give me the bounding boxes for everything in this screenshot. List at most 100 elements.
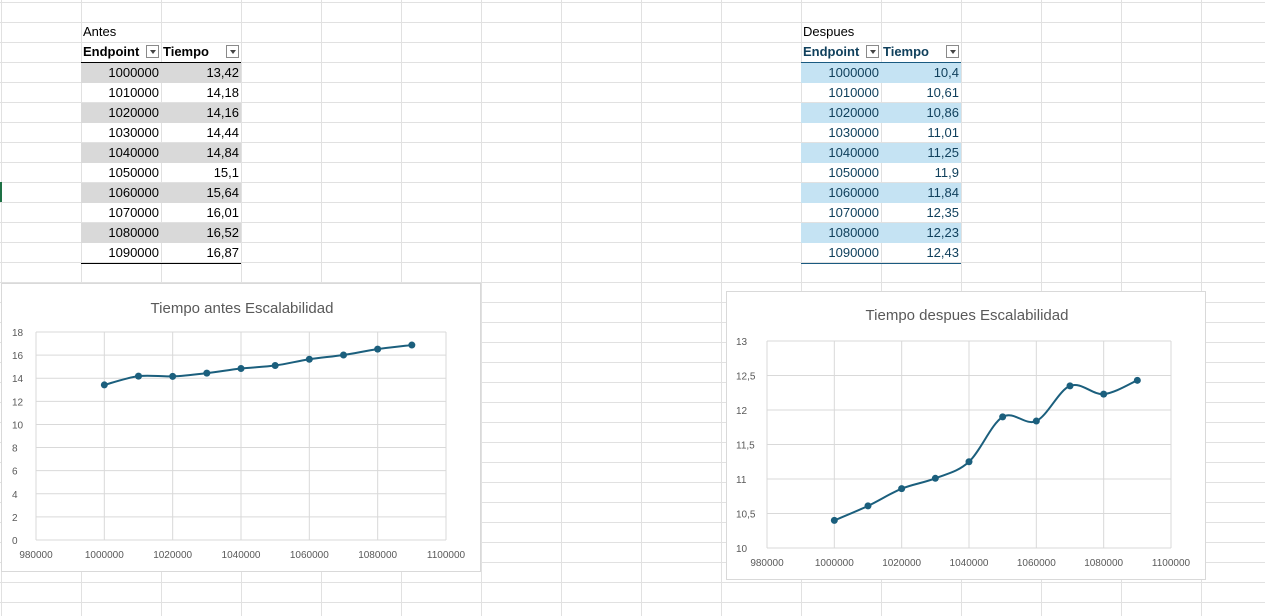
table-row[interactable]: 1070000 16,01: [81, 203, 241, 223]
cell-endpoint[interactable]: 1040000: [81, 143, 161, 163]
header-endpoint[interactable]: Endpoint: [81, 42, 161, 63]
table-row[interactable]: 1010000 10,61: [801, 83, 961, 103]
data-point[interactable]: [898, 485, 906, 493]
cell-endpoint[interactable]: 1020000: [81, 103, 161, 123]
cell-endpoint[interactable]: 1070000: [108, 205, 159, 220]
data-point[interactable]: [169, 372, 177, 380]
cell-tiempo[interactable]: 12,23: [881, 223, 961, 243]
header-endpoint[interactable]: Endpoint: [801, 42, 881, 63]
table-row[interactable]: 1020000 10,86: [801, 103, 961, 123]
data-point[interactable]: [340, 351, 347, 359]
table-row[interactable]: 1090000 12,43: [801, 243, 961, 264]
cell-tiempo[interactable]: 14,18: [206, 85, 239, 100]
chart-antes[interactable]: Tiempo antes Escalabilidad 0 2 4 6 8 10 12 14 16 1…: [1, 283, 481, 572]
table-row[interactable]: 1070000 12,35: [801, 203, 961, 223]
table-row[interactable]: 1000000 10,4: [801, 62, 961, 83]
cell-endpoint[interactable]: 1080000: [81, 223, 161, 243]
data-point[interactable]: [100, 381, 108, 389]
cell-tiempo[interactable]: 16,01: [206, 205, 239, 220]
filter-dropdown-icon[interactable]: [866, 45, 879, 58]
cell-tiempo[interactable]: 16,87: [161, 243, 241, 264]
data-point[interactable]: [1100, 390, 1108, 398]
data-point[interactable]: [864, 502, 872, 510]
cell-endpoint[interactable]: 1060000: [81, 183, 161, 203]
cell-endpoint[interactable]: 1020000: [801, 103, 881, 123]
data-point[interactable]: [408, 341, 416, 349]
data-point[interactable]: [374, 345, 382, 353]
table-row[interactable]: 1020000 14,16: [81, 103, 241, 123]
data-point[interactable]: [203, 369, 211, 377]
cell-tiempo[interactable]: 14,16: [161, 103, 241, 123]
data-point[interactable]: [999, 413, 1007, 421]
table-row[interactable]: 1030000 11,01: [801, 123, 961, 143]
cell-tiempo[interactable]: 13,42: [161, 62, 241, 83]
cell-endpoint[interactable]: 1070000: [828, 205, 879, 220]
data-point[interactable]: [1133, 376, 1141, 384]
cell-tiempo[interactable]: 11,25: [881, 143, 961, 163]
table-caption-despues[interactable]: Despues: [803, 24, 855, 39]
cell-endpoint[interactable]: 1030000: [828, 125, 879, 140]
cell-endpoint[interactable]: 1010000: [108, 85, 159, 100]
cell-endpoint[interactable]: 1000000: [81, 62, 161, 83]
cell-endpoint[interactable]: 1060000: [801, 183, 881, 203]
cell-endpoint[interactable]: 1090000: [81, 243, 161, 264]
header-tiempo[interactable]: Tiempo: [161, 42, 241, 63]
y-tick-label: 10: [12, 420, 24, 431]
table-row[interactable]: 1080000 12,23: [801, 223, 961, 243]
table-row[interactable]: 1060000 15,64: [81, 183, 241, 203]
cell-tiempo[interactable]: 15,64: [161, 183, 241, 203]
chart-despues[interactable]: Tiempo despues Escalabilidad 10 10,5 11 11,5…: [726, 291, 1206, 580]
data-point[interactable]: [135, 372, 142, 380]
cell-tiempo[interactable]: 14,84: [161, 143, 241, 163]
cell-endpoint[interactable]: 1030000: [108, 125, 159, 140]
filter-dropdown-icon[interactable]: [146, 45, 159, 58]
data-point[interactable]: [965, 458, 973, 466]
data-point[interactable]: [271, 362, 279, 370]
x-tick-label: 1020000: [153, 550, 192, 561]
y-tick-label: 12: [12, 397, 24, 408]
cell-endpoint[interactable]: 1050000: [828, 165, 879, 180]
data-point[interactable]: [1066, 382, 1074, 390]
data-point[interactable]: [237, 365, 245, 373]
table-caption-antes[interactable]: Antes: [83, 24, 117, 39]
table-row[interactable]: 1030000 14,44: [81, 123, 241, 143]
data-point[interactable]: [305, 355, 313, 363]
table-row[interactable]: 1080000 16,52: [81, 223, 241, 243]
table-row[interactable]: 1000000 13,42: [81, 62, 241, 83]
cell-tiempo[interactable]: 16,52: [161, 223, 241, 243]
data-point[interactable]: [1032, 417, 1040, 425]
cell-tiempo[interactable]: 11,9: [934, 165, 959, 180]
cell-endpoint[interactable]: 1090000: [801, 243, 881, 264]
cell-tiempo[interactable]: 10,86: [881, 103, 961, 123]
cell-endpoint[interactable]: 1010000: [828, 85, 879, 100]
table-row[interactable]: 1050000 15,1: [81, 163, 241, 183]
y-tick-label: 11,5: [736, 441, 755, 452]
cell-tiempo[interactable]: 10,4: [881, 62, 961, 83]
header-tiempo[interactable]: Tiempo: [881, 42, 961, 63]
cell-tiempo[interactable]: 14,44: [206, 125, 239, 140]
cell-tiempo[interactable]: 11,01: [927, 125, 959, 140]
table-row[interactable]: 1040000 11,25: [801, 143, 961, 163]
cell-endpoint[interactable]: 1000000: [801, 62, 881, 83]
filter-dropdown-icon[interactable]: [226, 45, 239, 58]
table-row[interactable]: 1060000 11,84: [801, 183, 961, 203]
data-point[interactable]: [830, 516, 838, 524]
cell-endpoint[interactable]: 1040000: [801, 143, 881, 163]
data-point[interactable]: [931, 474, 939, 482]
table-row[interactable]: 1050000 11,9: [801, 163, 961, 183]
cell-tiempo[interactable]: 12,35: [926, 205, 959, 220]
cell-tiempo[interactable]: 12,43: [881, 243, 961, 264]
table-antes[interactable]: Endpoint Tiempo 1000000 13,42 1010000 14,18…: [81, 42, 241, 264]
cell-endpoint[interactable]: 1050000: [108, 165, 159, 180]
table-row[interactable]: 1010000 14,18: [81, 83, 241, 103]
table-row[interactable]: 1090000 16,87: [81, 243, 241, 264]
series-line[interactable]: [833, 379, 1138, 522]
cell-tiempo[interactable]: 10,61: [926, 85, 959, 100]
cell-endpoint[interactable]: 1080000: [801, 223, 881, 243]
cell-tiempo[interactable]: 11,84: [881, 183, 961, 203]
filter-dropdown-icon[interactable]: [946, 45, 959, 58]
series-line[interactable]: [104, 344, 412, 386]
table-despues[interactable]: Endpoint Tiempo 1000000 10,4 1010000 10,61 1…: [801, 42, 961, 264]
cell-tiempo[interactable]: 15,1: [213, 165, 239, 180]
table-row[interactable]: 1040000 14,84: [81, 143, 241, 163]
